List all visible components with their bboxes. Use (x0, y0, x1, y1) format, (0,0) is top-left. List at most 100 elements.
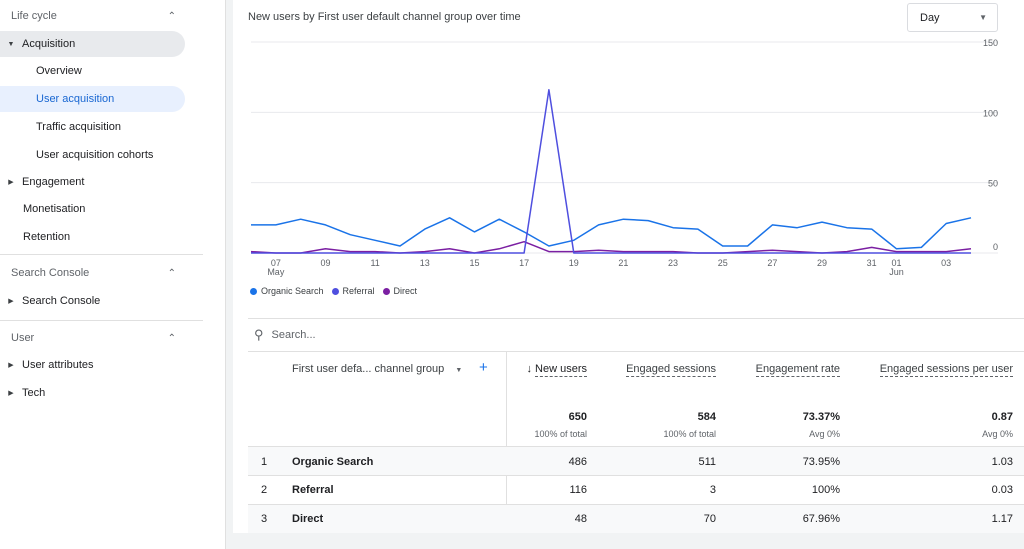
sidebar-item-traffic-acquisition[interactable]: Traffic acquisition (0, 114, 185, 140)
y-tick-label: 100 (983, 108, 998, 118)
chevron-up-icon: ⌃ (167, 10, 176, 22)
row-value: 70 (703, 513, 716, 525)
series-line-organic-search[interactable] (251, 217, 972, 250)
table-row-bg (248, 447, 1024, 475)
sidebar-item-label: Tech (22, 387, 46, 399)
row-divider (248, 475, 1024, 476)
column-header-engagement-rate[interactable]: Engagement rate (718, 363, 840, 377)
sidebar-item-engagement[interactable]: ▶ Engagement (0, 169, 185, 195)
x-tick-label: 03 (941, 258, 951, 268)
chart-legend: Organic Search Referral Direct (250, 286, 417, 296)
column-header-label: Engaged sessions (626, 363, 716, 377)
total-value: 73.37% (802, 411, 840, 423)
sidebar-item-user-attributes[interactable]: ▶ User attributes (0, 352, 185, 378)
report-panel: New users by First user default channel … (233, 0, 1024, 533)
caret-right-icon: ▶ (8, 390, 14, 397)
chevron-up-icon: ⌃ (167, 267, 176, 279)
section-title: User (11, 332, 35, 344)
sidebar-item-label: Traffic acquisition (36, 121, 121, 133)
legend-item-direct[interactable]: Direct (382, 286, 418, 296)
sidebar-divider (0, 320, 203, 321)
row-divider (248, 446, 1024, 447)
legend-label: Direct (393, 286, 418, 296)
total-sub: Avg 0% (982, 429, 1013, 439)
data-table: ⚲ Search... First user defa... channel g… (248, 318, 1024, 533)
section-header-life-cycle[interactable]: Life cycle ⌃ (0, 6, 186, 26)
total-value: 0.87 (991, 411, 1013, 423)
caret-right-icon: ▶ (8, 298, 14, 305)
x-tick-sublabel: Jun (889, 267, 904, 277)
dimension-header-label: First user defa... channel group (292, 363, 445, 375)
sidebar-divider (0, 254, 203, 255)
legend-dot (382, 287, 390, 295)
x-tick-label: 21 (618, 258, 628, 268)
row-value: 1.03 (991, 456, 1013, 468)
row-value: 1.17 (991, 513, 1013, 525)
y-tick-label: 150 (983, 38, 998, 48)
sidebar-item-label: Acquisition (22, 38, 76, 50)
y-tick-label: 0 (993, 242, 998, 252)
row-value: 3 (709, 484, 716, 496)
total-value: 650 (568, 411, 587, 423)
table-search[interactable]: ⚲ Search... (248, 319, 1024, 352)
sidebar-item-user-acquisition[interactable]: User acquisition (0, 86, 185, 112)
search-input[interactable]: Search... (271, 329, 316, 341)
legend-item-referral[interactable]: Referral (331, 286, 375, 296)
sidebar-item-overview[interactable]: Overview (0, 58, 185, 84)
granularity-select[interactable]: Day ▼ (907, 3, 998, 32)
section-title: Life cycle (11, 10, 57, 22)
add-dimension-button[interactable]: + (479, 359, 488, 376)
sidebar-item-retention[interactable]: Retention (0, 224, 185, 250)
section-header-search-console[interactable]: Search Console ⌃ (0, 263, 186, 283)
row-channel-name[interactable]: Referral (292, 484, 334, 496)
column-header-label: Engagement rate (755, 363, 840, 377)
legend-dot (250, 287, 257, 295)
sidebar-item-monetisation[interactable]: Monetisation (0, 196, 185, 222)
column-divider (506, 351, 507, 533)
section-header-user[interactable]: User ⌃ (0, 328, 186, 348)
row-value: 511 (698, 456, 716, 468)
row-channel-name[interactable]: Organic Search (292, 456, 374, 468)
sidebar-item-acquisition[interactable]: ▼ Acquisition (0, 31, 185, 57)
sidebar-item-label: User acquisition cohorts (36, 149, 154, 161)
x-tick-label: 29 (817, 258, 827, 268)
row-channel-name[interactable]: Direct (292, 513, 324, 525)
legend-dot (331, 287, 339, 295)
series-line-referral[interactable] (251, 89, 971, 254)
x-tick-label: 19 (569, 258, 579, 268)
x-tick-label: 01 (892, 258, 902, 268)
column-header-engaged-sessions[interactable]: Engaged sessions (588, 363, 716, 377)
column-header-label: New users (535, 363, 587, 377)
caret-right-icon: ▶ (8, 179, 14, 186)
column-header-label: Engaged sessions per user (879, 363, 1013, 377)
sidebar-item-label: Engagement (22, 176, 85, 188)
total-sub: Avg 0% (809, 429, 840, 439)
dimension-header[interactable]: First user defa... channel group ▼ (292, 363, 462, 375)
series-line-direct[interactable] (250, 240, 972, 254)
sidebar-item-user-acquisition-cohorts[interactable]: User acquisition cohorts (0, 142, 185, 168)
sidebar-item-label: User attributes (22, 359, 94, 371)
sidebar-item-label: Monetisation (23, 203, 86, 215)
sidebar-item-label: User acquisition (36, 93, 115, 105)
x-tick-label: 31 (867, 258, 877, 268)
x-tick-label: 27 (767, 258, 777, 268)
legend-item-organic-search[interactable]: Organic Search (250, 286, 324, 296)
sort-arrow-icon: ↓ (526, 363, 532, 375)
caret-down-icon: ▼ (455, 367, 463, 374)
sidebar-item-label: Retention (23, 231, 71, 243)
row-divider (248, 504, 1024, 505)
legend-label: Referral (342, 286, 375, 296)
caret-down-icon: ▼ (7, 40, 15, 48)
row-rank: 2 (261, 484, 268, 496)
sidebar-item-label: Overview (36, 65, 82, 77)
x-tick-label: 15 (469, 258, 479, 268)
column-header-engaged-sessions-per-user[interactable]: Engaged sessions per user (841, 363, 1013, 377)
sidebar-item-tech[interactable]: ▶ Tech (0, 380, 185, 406)
x-tick-label: 13 (420, 258, 430, 268)
row-value: 100% (811, 484, 840, 496)
column-header-new-users[interactable]: ↓ New users (506, 363, 587, 377)
sidebar-nav: Life cycle ⌃ ▼ Acquisition Overview User… (0, 0, 226, 549)
legend-label: Organic Search (261, 286, 324, 296)
row-value: 0.03 (991, 484, 1013, 496)
sidebar-item-search-console[interactable]: ▶ Search Console (0, 288, 185, 314)
